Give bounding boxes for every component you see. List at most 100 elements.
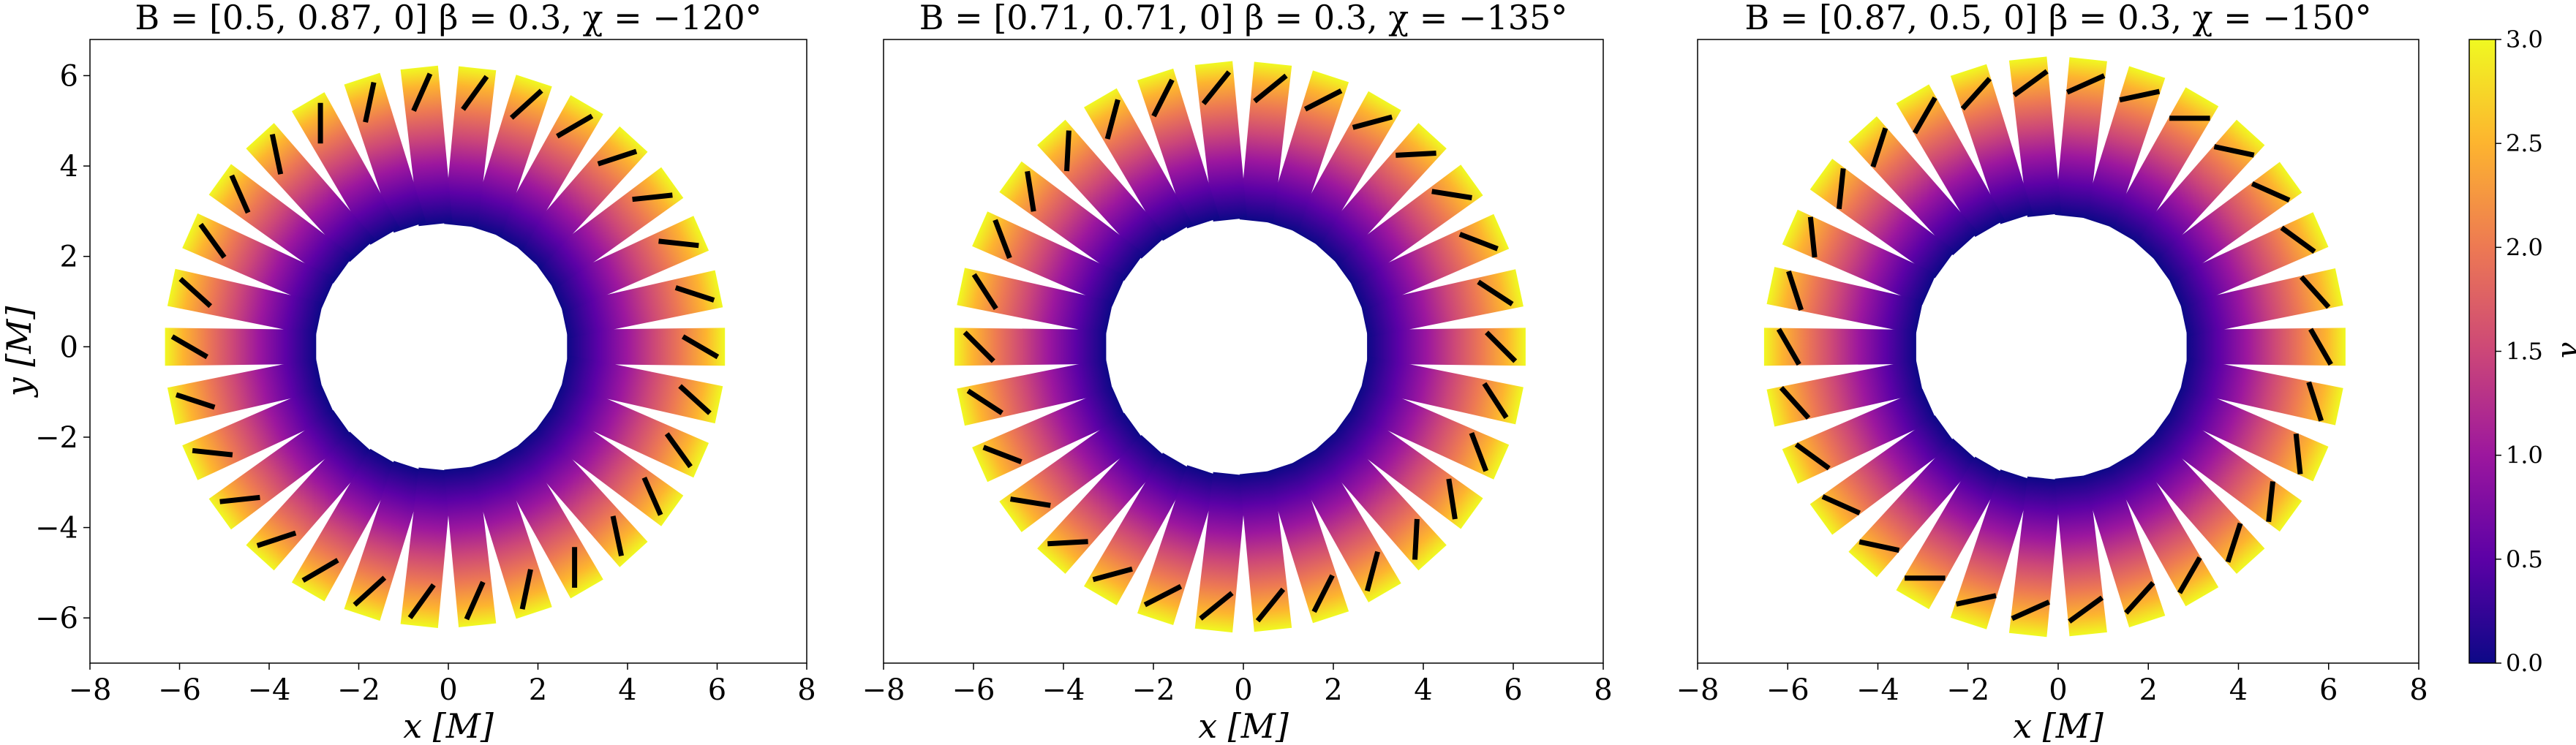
ring-segment bbox=[2169, 383, 2329, 482]
x-tick-label: 8 bbox=[1594, 673, 1612, 707]
ring-segment bbox=[1314, 123, 1447, 265]
polarization-tick bbox=[1364, 551, 1380, 592]
x-tick-label: −6 bbox=[952, 673, 995, 707]
polarization-tick bbox=[2266, 481, 2275, 523]
colorbar-tick-label: 1.0 bbox=[2506, 442, 2543, 469]
ring-segment bbox=[1349, 382, 1510, 480]
polarization-tick bbox=[170, 334, 208, 360]
ring-segment bbox=[954, 328, 1107, 366]
polarization-tick bbox=[1485, 330, 1518, 363]
ring-segment bbox=[2131, 431, 2265, 574]
ring-segment bbox=[1239, 61, 1292, 223]
polarization-tick bbox=[1064, 130, 1072, 172]
polarization-tick bbox=[2119, 88, 2161, 103]
x-tick-label: 4 bbox=[618, 673, 636, 707]
x-tick-label: −2 bbox=[1946, 673, 1989, 707]
ring-segment bbox=[182, 213, 336, 309]
ring-segment bbox=[1848, 116, 1978, 256]
polarization-tick bbox=[411, 72, 433, 113]
polarization-tick bbox=[1776, 328, 1801, 366]
ring-segment bbox=[957, 268, 1113, 335]
polarization-tick bbox=[353, 575, 387, 607]
y-tick-label: −2 bbox=[35, 421, 78, 455]
polarization-tick bbox=[1255, 587, 1286, 623]
ring-segment bbox=[1950, 469, 2033, 629]
polarization-tick bbox=[1955, 593, 1997, 607]
ring-segment bbox=[493, 95, 603, 251]
polarization-tick bbox=[2065, 73, 2106, 95]
polarization-tick bbox=[464, 581, 486, 621]
ring-segment bbox=[344, 72, 426, 233]
x-tick-label: −2 bbox=[337, 673, 380, 707]
x-tick-label: 0 bbox=[2049, 673, 2067, 707]
y-tick-label: −4 bbox=[35, 512, 78, 545]
polarization-tick bbox=[681, 334, 720, 360]
ring-segment bbox=[1809, 159, 1955, 279]
ring-segment bbox=[1037, 435, 1167, 574]
colorbar-tick-label: 0.5 bbox=[2506, 545, 2543, 573]
ring-segment bbox=[2008, 476, 2062, 638]
polarization-tick bbox=[678, 384, 712, 415]
polarization-tick bbox=[963, 330, 995, 363]
x-tick-label: 2 bbox=[529, 673, 547, 707]
ring-segment bbox=[1291, 91, 1401, 247]
polarization-tick bbox=[1396, 151, 1436, 158]
ring-segment bbox=[291, 448, 400, 602]
ring-segment bbox=[400, 467, 453, 628]
polarization-tick bbox=[1253, 73, 1288, 104]
colorbar-tick-label: 2.0 bbox=[2506, 233, 2543, 261]
polarization-tick bbox=[461, 75, 489, 111]
ring-segment bbox=[2131, 119, 2265, 262]
x-tick-label: 6 bbox=[2319, 673, 2338, 707]
polarization-tick bbox=[1104, 99, 1121, 140]
polarization-tick bbox=[1821, 494, 1861, 515]
colorbar-tick-label: 2.5 bbox=[2506, 129, 2543, 157]
polarization-tick bbox=[993, 219, 1012, 260]
polarization-tick bbox=[1836, 168, 1846, 210]
polarization-tick bbox=[971, 273, 998, 311]
x-tick-label: 0 bbox=[1234, 673, 1252, 707]
polarization-tick bbox=[178, 276, 213, 309]
polarization-tick bbox=[219, 494, 260, 504]
ring-segment bbox=[999, 161, 1145, 281]
ring-segment bbox=[1763, 328, 1916, 366]
polarization-tick bbox=[1009, 496, 1051, 508]
ring-segment bbox=[469, 75, 552, 237]
ring-segment bbox=[535, 404, 684, 526]
polarization-tick bbox=[1412, 518, 1420, 560]
ring-segment bbox=[1265, 70, 1349, 232]
ring-segment bbox=[1896, 456, 2005, 610]
polarization-tick bbox=[301, 558, 339, 583]
polarization-tick bbox=[2280, 225, 2316, 254]
x-axis-label: x [M] bbox=[2013, 706, 2104, 745]
panel-3: −8 −6 −4 −2 0 2 4 6 8 B = [0.87, 0.5, 0] β = 0.3,… bbox=[1676, 0, 2428, 745]
ring-segment bbox=[444, 66, 497, 228]
polarization-tick bbox=[1858, 539, 1900, 553]
ring-segment bbox=[208, 164, 353, 284]
polarization-tick bbox=[2177, 556, 2202, 594]
x-tick-label: −4 bbox=[1042, 673, 1085, 707]
y-axis-label: y [M] bbox=[0, 306, 39, 398]
ring-segment bbox=[344, 461, 426, 621]
x-tick-label: 4 bbox=[2229, 673, 2248, 707]
colorbar-gradient bbox=[2468, 39, 2496, 664]
polarization-tick bbox=[1458, 232, 1499, 252]
x-tick-label: 6 bbox=[1504, 673, 1522, 707]
ring-segment bbox=[1766, 267, 1924, 334]
x-tick-label: 0 bbox=[439, 673, 457, 707]
polarization-tick bbox=[1446, 478, 1458, 520]
polarization-tick bbox=[363, 81, 377, 123]
ring-segment bbox=[2082, 465, 2166, 628]
ring-segment bbox=[1360, 355, 1524, 425]
ring-segment bbox=[2180, 268, 2343, 337]
panel-title: B = [0.87, 0.5, 0] β = 0.3, χ = −150° bbox=[1744, 0, 2371, 37]
polarization-tick bbox=[632, 192, 673, 203]
polarization-tick bbox=[192, 447, 233, 458]
polarization-tick bbox=[1431, 189, 1472, 200]
polarization-tick bbox=[1960, 77, 1992, 111]
polarization-tick bbox=[1092, 566, 1133, 583]
polarization-tick bbox=[175, 392, 216, 410]
polarization-tick bbox=[229, 174, 251, 214]
polarization-tick bbox=[610, 515, 625, 557]
